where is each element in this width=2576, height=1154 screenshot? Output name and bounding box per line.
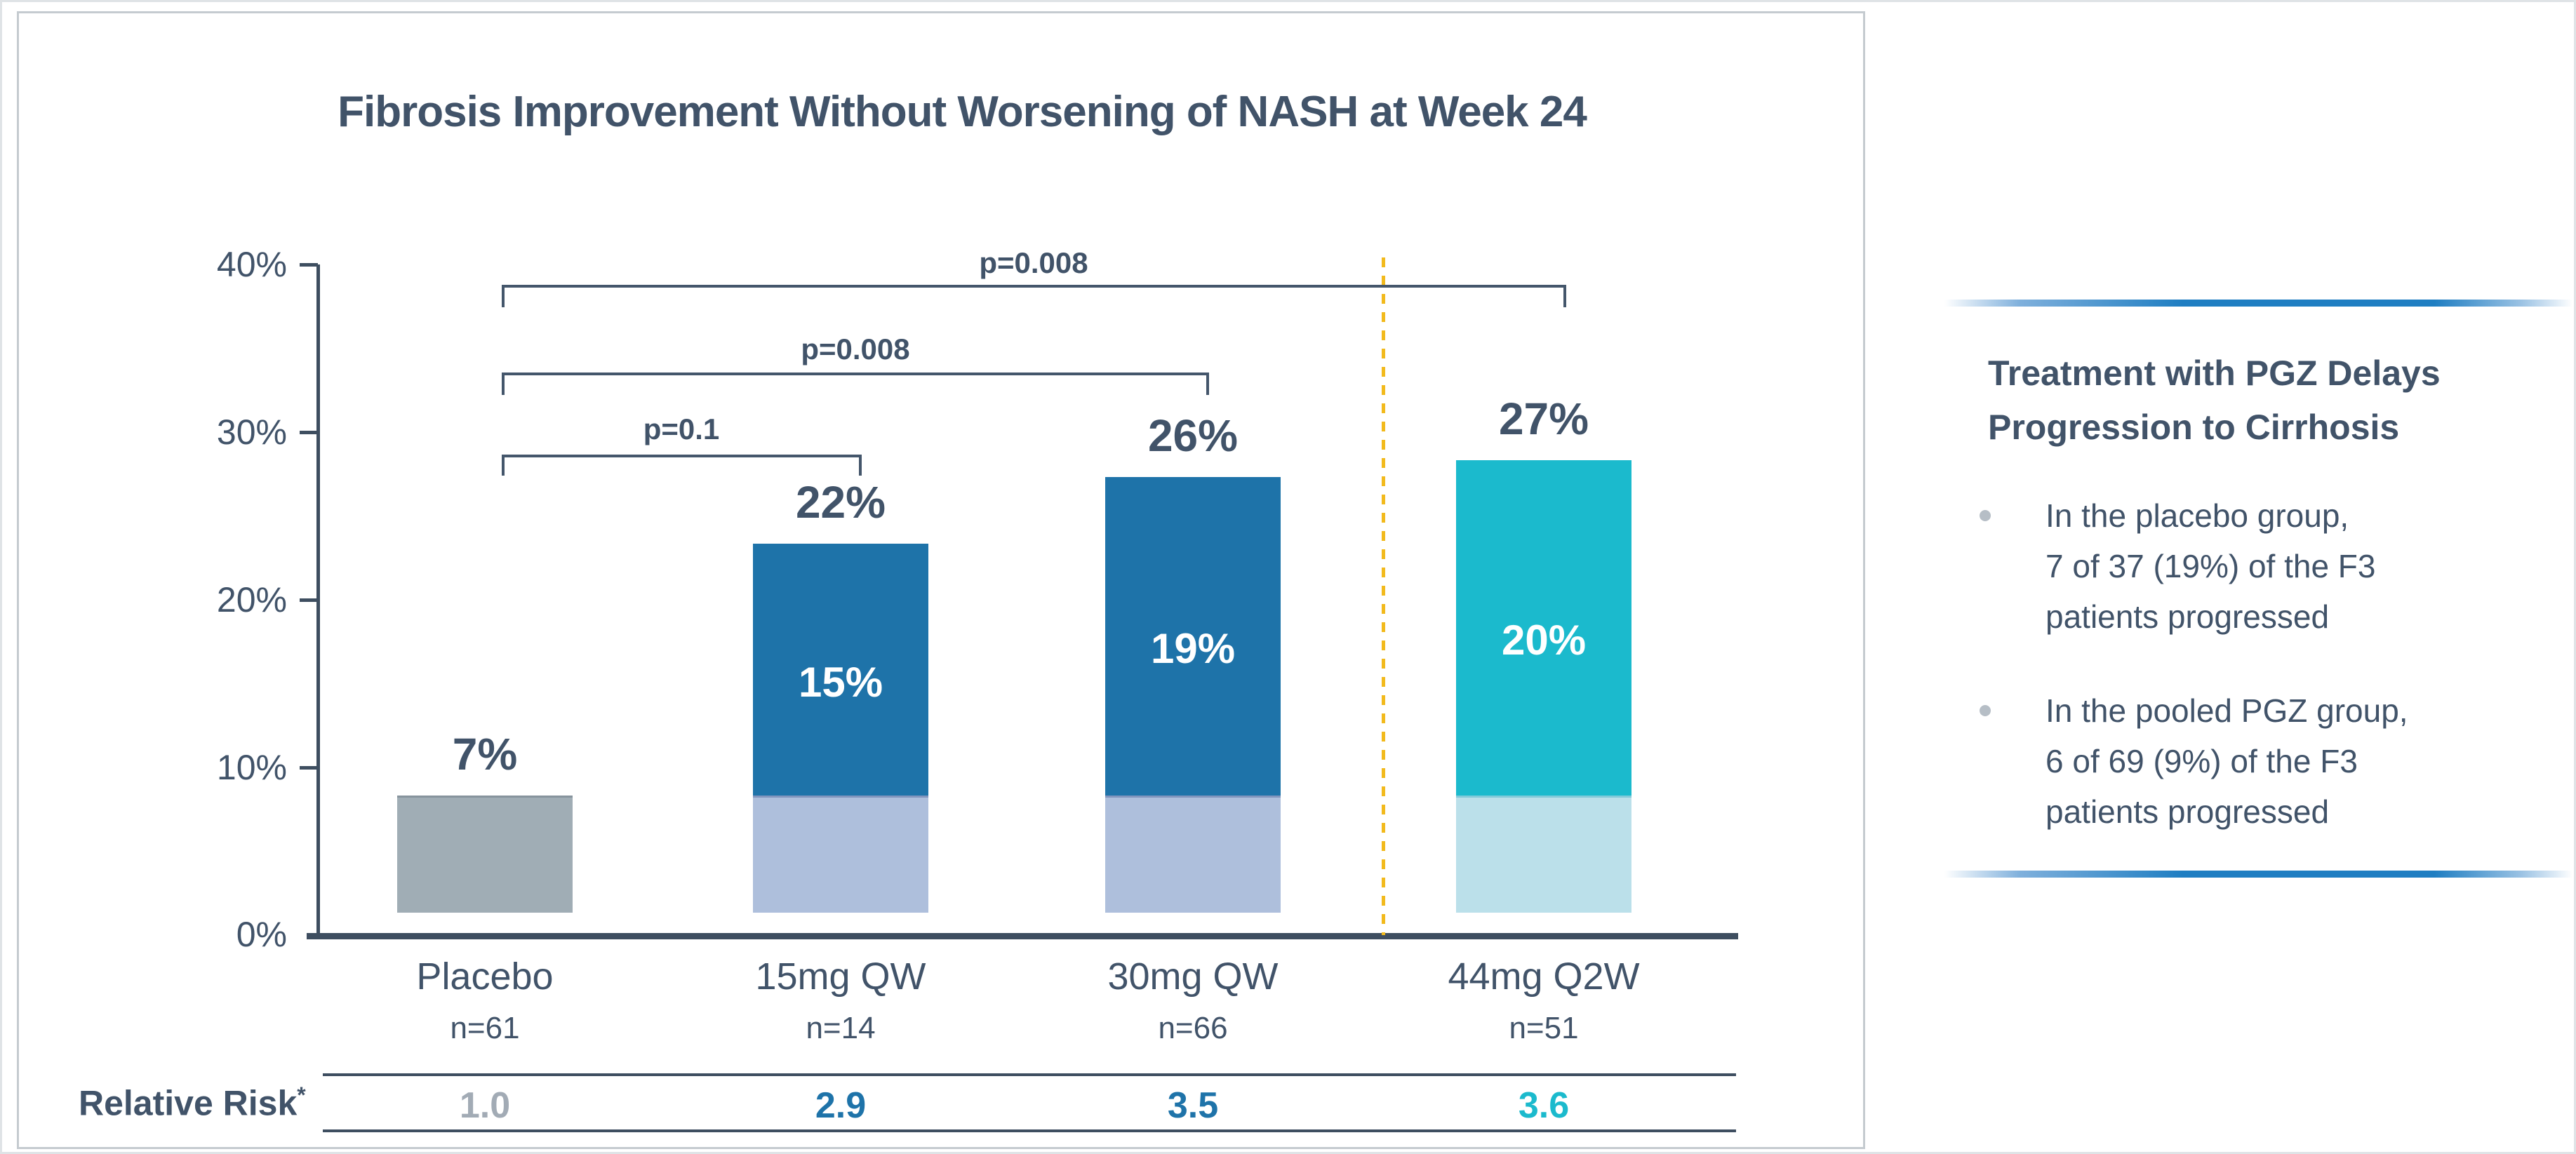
side-panel-heading: Treatment with PGZ Delays Progression to… <box>1988 354 2441 447</box>
bar-segment-top: 20% <box>1456 460 1631 796</box>
bar-placebo: 7% <box>397 730 573 913</box>
y-axis-label-0: 0% <box>236 915 287 954</box>
y-axis-label-20: 20% <box>216 580 287 619</box>
bar-value-label: 22% <box>795 477 886 528</box>
relative-risk-row-label: Relative Risk* <box>79 1082 306 1123</box>
p-value-label: p=0.008 <box>979 246 1088 279</box>
relative-risk-value: 2.9 <box>815 1085 867 1126</box>
y-axis <box>316 264 320 935</box>
bullet-item: In the pooled PGZ group, 6 of 69 (9%) of… <box>1980 685 2555 837</box>
panel-top-divider <box>1944 300 2572 307</box>
category-label: 30mg QW <box>1107 955 1279 998</box>
bar-value-label: 27% <box>1498 394 1589 444</box>
y-axis-tick <box>300 598 318 602</box>
relative-risk-value: 3.5 <box>1167 1085 1219 1126</box>
bar-segment-top: 15% <box>753 544 928 796</box>
n-label: n=66 <box>1158 1011 1228 1045</box>
p-value-label: p=0.1 <box>643 412 720 445</box>
side-panel: Treatment with PGZ Delays Progression to… <box>1867 11 2574 1149</box>
panel-bottom-divider <box>1944 871 2572 878</box>
y-axis-label-30: 30% <box>216 412 287 452</box>
bar-segment-base <box>1105 796 1281 913</box>
category-label: Placebo <box>416 955 554 998</box>
p-value-bracket <box>502 373 1209 395</box>
bullet-text: In the pooled PGZ group, 6 of 69 (9%) of… <box>2046 692 2408 830</box>
category-label: 15mg QW <box>755 955 926 998</box>
relative-risk-value: 3.6 <box>1518 1085 1570 1126</box>
y-axis-label-40: 40% <box>216 245 287 284</box>
bar-segment-base <box>397 796 573 913</box>
bar-30mg-qw: 26% 19% <box>1105 411 1281 913</box>
bar-inner-label: 19% <box>1150 625 1236 672</box>
slide-frame: Fibrosis Improvement Without Worsening o… <box>17 11 1865 1149</box>
n-label: n=61 <box>450 1011 520 1045</box>
bar-15mg-qw: 22% 15% <box>753 478 928 913</box>
dose-separator-dashed-line <box>1382 257 1385 935</box>
y-axis-tick <box>300 263 318 267</box>
bullet-dot-icon <box>1980 510 1991 521</box>
category-label: 44mg Q2W <box>1448 955 1640 998</box>
chart-title: Fibrosis Improvement Without Worsening o… <box>338 88 1587 136</box>
bar-value-label: 26% <box>1147 410 1239 461</box>
x-axis <box>307 933 1738 939</box>
bullet-dot-icon <box>1980 705 1991 716</box>
n-label: n=51 <box>1509 1011 1579 1045</box>
bar-inner-label: 20% <box>1501 617 1587 664</box>
bar-value-label: 7% <box>452 729 518 779</box>
y-axis-label-10: 10% <box>216 748 287 787</box>
y-axis-tick <box>300 431 318 434</box>
relative-risk-asterisk: * <box>297 1082 306 1108</box>
n-label: n=14 <box>806 1011 876 1045</box>
p-value-bracket <box>502 285 1566 307</box>
bullet-item: In the placebo group, 7 of 37 (19%) of t… <box>1980 490 2555 642</box>
relative-risk-table-bottom-line <box>323 1129 1736 1132</box>
bullet-text: In the placebo group, 7 of 37 (19%) of t… <box>2046 497 2376 635</box>
relative-risk-value: 1.0 <box>459 1085 511 1126</box>
p-value-label: p=0.008 <box>801 333 910 365</box>
y-axis-tick <box>300 766 318 770</box>
relative-risk-table-top-line <box>323 1073 1736 1076</box>
p-value-bracket <box>502 455 862 476</box>
bar-segment-base <box>1456 796 1631 913</box>
bar-inner-label: 15% <box>798 658 883 706</box>
bar-segment-top: 19% <box>1105 477 1281 796</box>
bar-44mg-q2w: 27% 20% <box>1456 394 1631 913</box>
bar-segment-base <box>753 796 928 913</box>
